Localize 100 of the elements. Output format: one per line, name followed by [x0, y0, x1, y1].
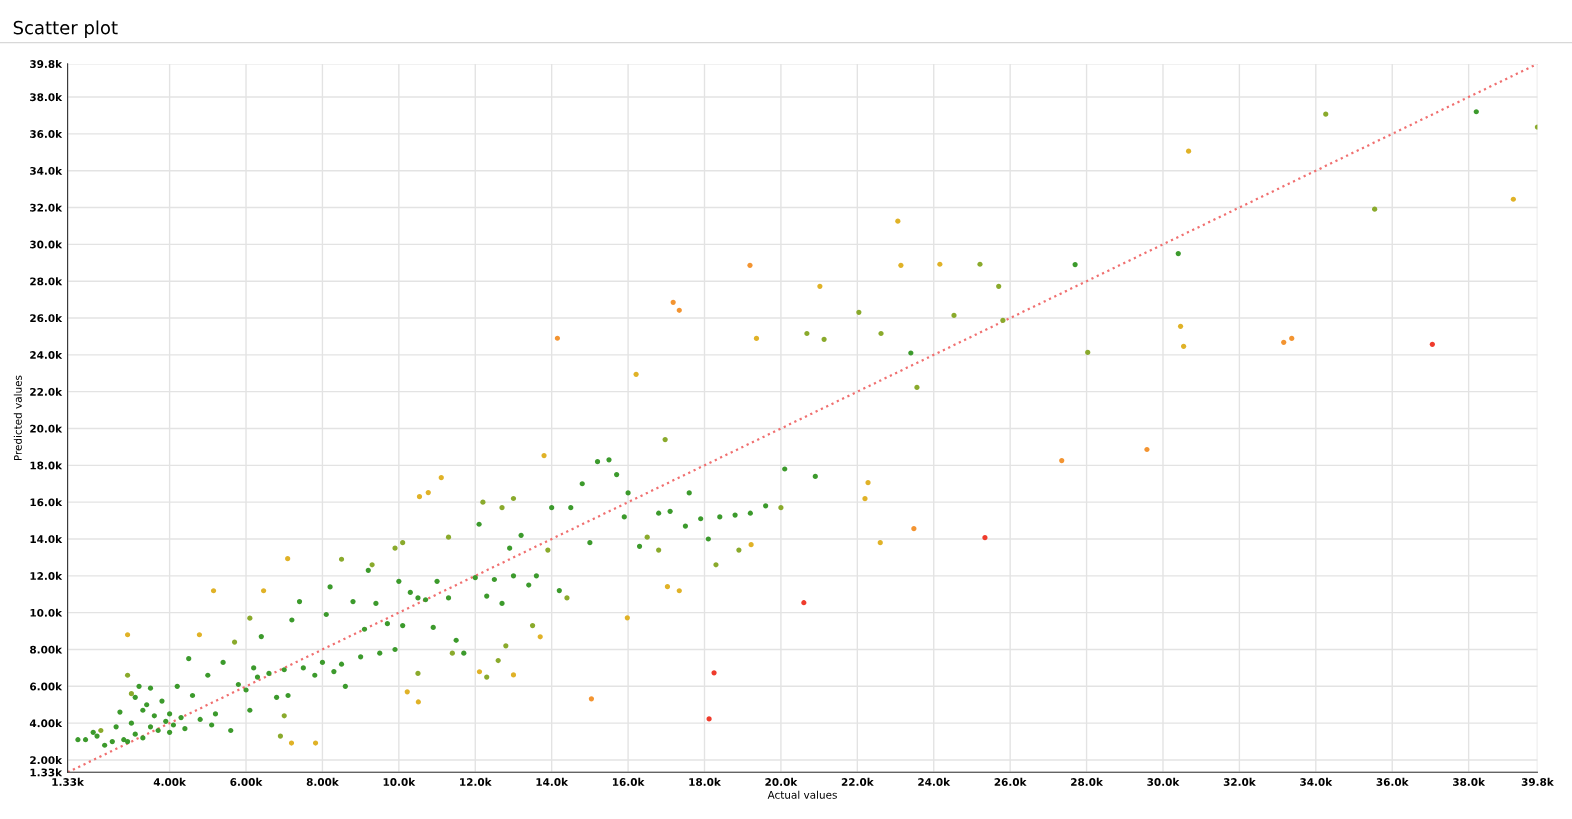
point: [1289, 335, 1295, 342]
y-tick-label: 8.00k: [30, 645, 63, 654]
x-tick-label: 39.8k: [1521, 777, 1554, 786]
point: [416, 494, 423, 500]
y-tick-label: 26.0k: [30, 314, 63, 323]
point: [633, 371, 639, 377]
point: [537, 634, 543, 640]
point: [706, 716, 712, 722]
y-tick-label: 6.00k: [30, 682, 63, 691]
x-tick-label: 18.0k: [689, 777, 722, 786]
point: [449, 650, 455, 656]
point: [392, 545, 398, 551]
point: [588, 696, 595, 702]
x-axis-title: Actual values: [767, 790, 837, 799]
point: [865, 480, 871, 486]
point: [856, 309, 862, 315]
point: [713, 562, 719, 568]
point: [476, 669, 483, 675]
y-tick-label: 4.00k: [29, 719, 63, 728]
point: [877, 540, 883, 546]
point: [1085, 349, 1091, 356]
point: [338, 556, 345, 562]
point: [425, 489, 431, 496]
x-tick-label: 28.0k: [1071, 777, 1104, 786]
y-tick-label: 38.0k: [30, 93, 63, 102]
point: [977, 261, 983, 267]
point: [231, 639, 238, 645]
point: [664, 584, 671, 590]
point: [288, 740, 295, 746]
point: [1000, 317, 1006, 324]
point: [676, 588, 682, 594]
y-tick-label: 10.0k: [30, 608, 63, 617]
y-tick-label: 14.0k: [30, 535, 63, 544]
y-tick-label: 28.0k: [30, 277, 63, 286]
point: [445, 534, 452, 540]
point: [210, 588, 217, 594]
point: [982, 535, 988, 541]
y-tick-label: 36.0k: [30, 129, 63, 138]
point: [196, 632, 203, 638]
point: [676, 307, 682, 313]
point: [1510, 196, 1516, 202]
x-tick-label: 6.00k: [230, 777, 263, 786]
y-tick-label: 2.00k: [30, 756, 63, 765]
point: [937, 261, 943, 267]
x-tick-label: 32.0k: [1223, 777, 1256, 786]
x-tick-label: 26.0k: [994, 777, 1027, 786]
point: [499, 505, 505, 511]
point: [804, 330, 810, 337]
point: [1372, 206, 1378, 212]
point: [895, 218, 901, 224]
point: [748, 542, 754, 548]
x-tick-label: 24.0k: [918, 777, 951, 786]
y-tick-label: 1.33k: [30, 768, 63, 777]
point: [564, 595, 570, 601]
x-tick-label: 34.0k: [1300, 777, 1333, 786]
point: [1177, 323, 1184, 329]
x-tick-label: 36.0k: [1376, 777, 1409, 786]
point: [484, 674, 490, 680]
x-tick-label: 12.0k: [460, 777, 492, 786]
point: [911, 526, 917, 532]
y-tick-label: 39.8k: [30, 59, 63, 68]
y-tick-label: 24.0k: [30, 350, 63, 359]
point: [778, 505, 784, 511]
point: [1323, 111, 1329, 117]
point: [1059, 457, 1065, 464]
point: [529, 622, 536, 629]
point: [541, 452, 547, 459]
point: [753, 335, 760, 342]
x-tick-label: 1.33k: [52, 777, 85, 786]
point: [128, 691, 134, 697]
point: [495, 657, 501, 664]
point: [747, 262, 753, 268]
point: [503, 643, 509, 649]
point: [862, 496, 868, 502]
y-tick-label: 30.0k: [30, 240, 63, 249]
point: [914, 384, 920, 391]
x-tick-label: 8.00k: [306, 777, 339, 786]
point: [817, 283, 823, 289]
x-tick-label: 16.0k: [612, 777, 645, 786]
point: [98, 727, 104, 734]
y-tick-label: 12.0k: [30, 571, 63, 580]
x-tick-label: 10.0k: [383, 777, 416, 786]
y-tick-label: 16.0k: [30, 498, 63, 507]
x-tick-label: 4.00k: [153, 777, 187, 786]
point: [369, 562, 375, 568]
x-tick-label: 14.0k: [536, 777, 569, 786]
point: [261, 588, 267, 594]
chart-title: Scatter plot: [13, 20, 118, 38]
point: [415, 670, 421, 677]
point: [510, 672, 517, 678]
point: [247, 615, 253, 621]
point: [736, 547, 742, 553]
x-tick-label: 38.0k: [1453, 777, 1486, 786]
point: [281, 713, 287, 719]
point: [821, 336, 827, 342]
y-axis-title: Predicted values: [13, 375, 22, 461]
point: [1144, 446, 1150, 453]
point: [662, 436, 668, 443]
point: [644, 534, 650, 540]
point: [898, 262, 904, 268]
